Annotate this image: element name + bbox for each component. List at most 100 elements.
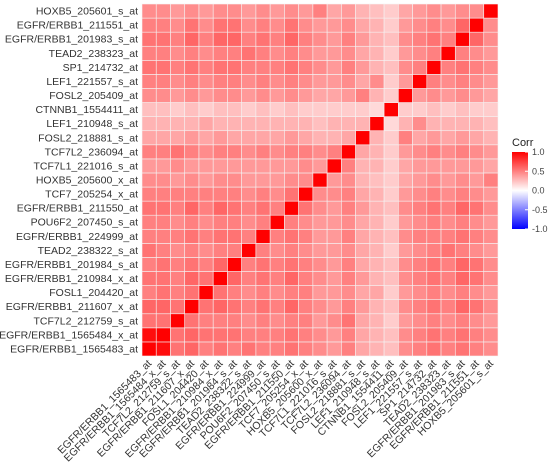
heatmap-cell [212,74,228,89]
heatmap-cell [170,45,186,61]
heatmap-cell [255,299,271,315]
heatmap-cell [198,186,214,202]
heatmap-cell [426,200,442,216]
heatmap-cell [369,200,385,216]
heatmap-cell [440,341,456,357]
heatmap-cell [227,172,242,188]
y-tick-label: TCF7L1_221016_s_at [34,160,139,172]
heatmap-cell [141,172,157,188]
heatmap-cell [355,88,371,103]
heatmap-cell [198,74,214,89]
heatmap-cell [341,327,356,343]
heatmap-cell [454,31,470,47]
heatmap-cell [355,3,371,19]
heatmap-cell [212,299,228,315]
heatmap-cell [312,257,328,272]
heatmap-cell [341,285,356,300]
heatmap-cell [170,341,186,357]
heatmap-cell [454,327,470,343]
heatmap-cell [341,257,356,272]
heatmap-cell [326,130,342,146]
legend-tick-label: -0.5 [532,205,548,215]
heatmap-cell [426,3,442,19]
heatmap-cell [483,243,499,258]
heatmap-cell [312,88,328,103]
heatmap-cell [412,285,428,300]
heatmap-cell [440,285,456,300]
heatmap-cell [212,3,228,19]
heatmap-cell [241,257,257,272]
heatmap-cell [184,327,200,343]
heatmap-cell [284,313,299,329]
heatmap-cell [241,327,257,343]
heatmap-cell [454,3,470,19]
heatmap-cell [298,116,314,132]
heatmap-cell [483,172,499,188]
heatmap-cell [184,74,200,89]
heatmap-cell [170,144,186,160]
heatmap-cell [212,327,228,343]
heatmap-cell [454,313,470,329]
heatmap-cell [284,341,299,357]
heatmap-cell [326,116,342,132]
heatmap-cell [212,285,228,300]
heatmap-cell [440,158,456,174]
heatmap-cell [227,243,242,258]
heatmap-cell [426,17,442,33]
heatmap-cell [355,186,371,202]
heatmap-cell [454,341,470,357]
heatmap-cell [155,186,171,202]
heatmap-cell [255,257,271,272]
heatmap-cell [198,299,214,315]
heatmap-cell [440,200,456,216]
heatmap-cell [312,214,328,230]
heatmap-cell [284,186,299,202]
heatmap-cell [469,88,485,103]
heatmap-cell [426,299,442,315]
heatmap-cell [483,271,499,286]
heatmap-cell [412,31,428,47]
heatmap-cell [170,31,186,47]
heatmap-cell [255,200,271,216]
heatmap-cell [170,60,186,75]
heatmap-cell [426,341,442,357]
heatmap-cell [141,271,157,286]
heatmap-cell [454,186,470,202]
heatmap-cell [369,116,385,132]
heatmap-cell [326,285,342,300]
heatmap-cell [426,102,442,117]
heatmap-cell [483,313,499,329]
heatmap-cell [255,214,271,230]
y-tick-label: CTNNB1_1554411_at [35,104,138,116]
heatmap-cell [412,228,428,244]
heatmap-cell [212,158,228,174]
heatmap-cell [312,243,328,258]
heatmap-cell [483,102,499,117]
heatmap-cell [241,313,257,329]
y-tick-label: FOSL2_218881_s_at [38,132,138,144]
heatmap-cell [269,299,285,315]
heatmap-cell [398,17,413,33]
heatmap-cell [469,116,485,132]
legend-tick-label: 0.0 [532,186,545,196]
heatmap-cell [284,74,299,89]
heatmap-cell [141,214,157,230]
heatmap-cell [298,3,314,19]
heatmap-cell [326,158,342,174]
heatmap-cell [341,158,356,174]
heatmap-cell [198,17,214,33]
heatmap-cell [341,116,356,132]
heatmap-cell [198,31,214,47]
heatmap-cell [227,313,242,329]
heatmap-cell [170,102,186,117]
heatmap-cell [440,257,456,272]
heatmap-cell [454,299,470,315]
heatmap-cell [227,186,242,202]
heatmap-cell [269,214,285,230]
heatmap-cell [198,88,214,103]
heatmap-cell [284,88,299,103]
heatmap-cell [155,285,171,300]
y-tick-label: LEF1_221557_s_at [46,76,138,88]
heatmap-cell [184,45,200,61]
heatmap-cell [440,60,456,75]
